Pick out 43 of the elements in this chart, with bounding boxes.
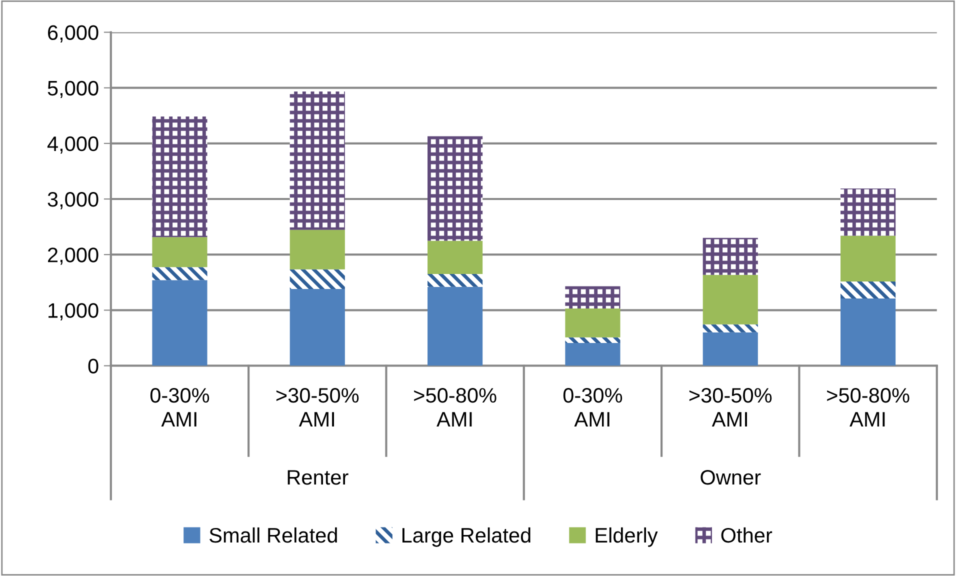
bar	[428, 240, 483, 274]
bar	[840, 282, 896, 299]
bar	[565, 308, 620, 338]
bar	[152, 280, 208, 366]
bar	[565, 286, 620, 309]
bar	[565, 342, 620, 366]
bar	[152, 267, 208, 280]
y-tick-label: 4,000	[47, 136, 98, 154]
y-tick-label: 1,000	[48, 303, 98, 320]
text: Owner	[700, 470, 761, 485]
bar	[702, 238, 758, 275]
y-tick-label: 3,000	[48, 192, 98, 210]
bar	[840, 298, 896, 366]
x-tick-label: >30-50% AMI	[276, 388, 359, 426]
legend-label: Elderly	[596, 527, 658, 547]
legend-label: Small Related	[210, 527, 337, 543]
bar	[428, 274, 483, 287]
bar	[152, 116, 208, 238]
bar	[428, 136, 483, 241]
y-tick-label: 0	[88, 358, 98, 374]
bar	[428, 286, 483, 366]
bar	[702, 324, 758, 332]
x-tick-label: >50-80% AMI	[827, 388, 910, 426]
x-tick-label: 0-30% AMI	[563, 388, 622, 426]
legend-label: Other	[721, 527, 772, 543]
x-tick-label: >50-80% AMI	[414, 388, 496, 426]
y-tick-label: 2,000	[48, 248, 98, 265]
bar	[290, 230, 345, 270]
bar	[840, 236, 896, 282]
x-tick-label: >30-50% AMI	[689, 388, 772, 426]
text: Renter	[288, 470, 348, 485]
bar	[840, 188, 896, 236]
bar	[290, 269, 345, 290]
y-tick-label: 5,000	[48, 80, 98, 98]
bar	[702, 332, 758, 366]
bar	[702, 274, 758, 324]
legend-label: Large Related	[402, 527, 530, 547]
bar	[565, 337, 620, 343]
bar	[290, 91, 345, 230]
y-tick-label: 6,000	[48, 25, 98, 42]
bar	[152, 237, 208, 268]
bar	[290, 289, 345, 366]
x-tick-label: 0-30% AMI	[150, 388, 210, 426]
